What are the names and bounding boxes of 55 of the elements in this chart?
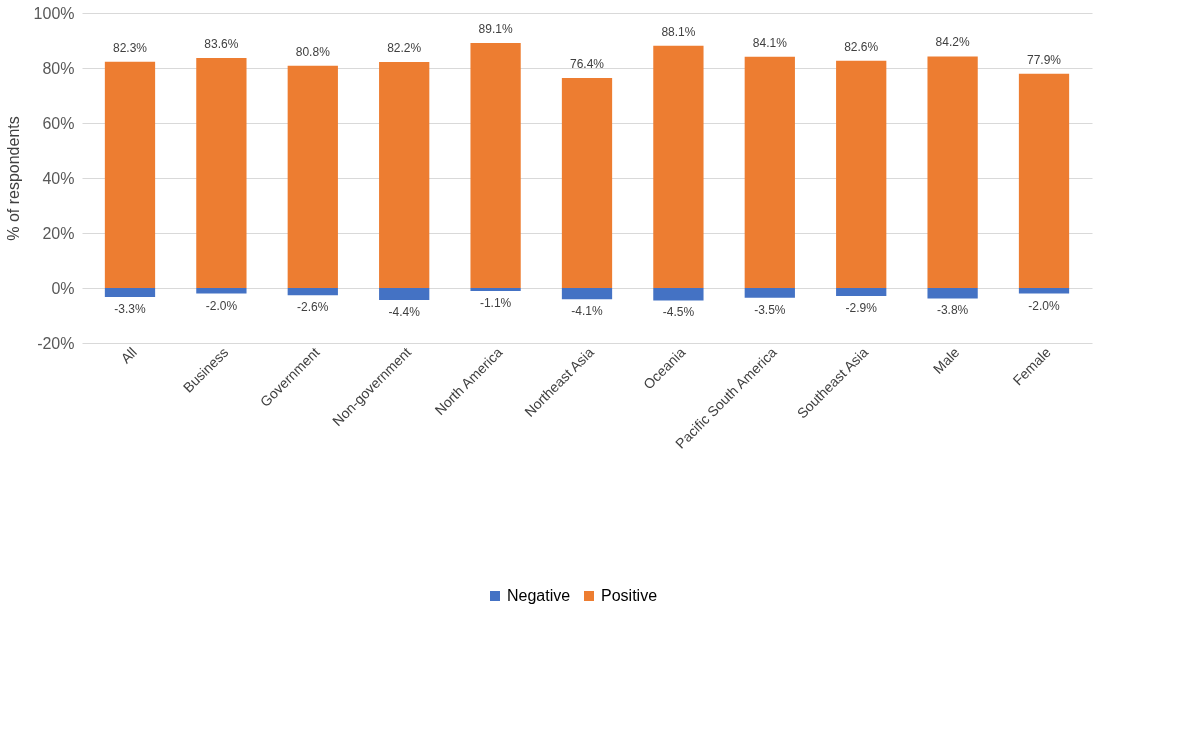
- bar: [836, 60, 887, 288]
- bar: [470, 42, 521, 288]
- bar: [104, 61, 156, 288]
- data-label: -1.1%: [479, 296, 512, 311]
- data-label: -3.8%: [936, 303, 969, 318]
- data-label: -2.6%: [297, 300, 329, 315]
- bar: [744, 288, 795, 298]
- bar: [470, 288, 521, 292]
- legend-label: Negative: [507, 587, 571, 604]
- y-tick-label: -20%: [37, 334, 75, 352]
- bar: [927, 288, 978, 299]
- data-label: 77.9%: [1027, 52, 1062, 67]
- data-label: 76.4%: [569, 56, 605, 71]
- y-tick-label: 0%: [51, 279, 75, 297]
- data-label: 82.3%: [112, 40, 148, 55]
- y-tick-label: 80%: [42, 59, 75, 77]
- data-label: 84.2%: [935, 35, 970, 50]
- y-tick-label: 60%: [42, 114, 75, 132]
- bar: [379, 61, 430, 288]
- data-label: -4.5%: [662, 305, 695, 320]
- bar: [653, 288, 704, 301]
- data-label: 88.1%: [661, 24, 696, 39]
- bar: [1018, 73, 1070, 288]
- bar: [196, 288, 247, 294]
- bar: [927, 56, 978, 288]
- bar: [196, 58, 247, 288]
- y-axis-title: % of respondents: [4, 116, 22, 241]
- data-label: -2.0%: [205, 298, 238, 313]
- data-label: 89.1%: [478, 21, 513, 36]
- bar: [561, 288, 613, 300]
- bar: [287, 288, 338, 296]
- x-tick-label: All: [117, 344, 140, 367]
- bar: [744, 56, 795, 288]
- bar: [1018, 288, 1070, 294]
- bar: [104, 288, 156, 298]
- data-label: 83.6%: [204, 37, 239, 52]
- y-tick-label: 100%: [33, 4, 75, 22]
- data-label: 82.6%: [844, 39, 879, 54]
- data-label: -4.4%: [388, 305, 421, 320]
- data-label: -2.0%: [1028, 298, 1061, 313]
- data-label: 82.2%: [387, 40, 422, 55]
- y-tick-label: 20%: [42, 224, 75, 242]
- data-label: -4.1%: [571, 304, 603, 319]
- data-label: -2.9%: [845, 300, 878, 315]
- data-label: -3.3%: [114, 302, 146, 317]
- data-label: -3.5%: [754, 302, 786, 317]
- bar: [836, 288, 887, 296]
- legend-label: Positive: [601, 587, 658, 604]
- bar: [287, 65, 338, 288]
- bar: [561, 77, 613, 288]
- bar: [653, 45, 704, 288]
- data-label: 84.1%: [752, 35, 788, 50]
- y-tick-label: 40%: [42, 169, 75, 187]
- bar: [379, 288, 430, 301]
- data-label: 80.8%: [295, 44, 331, 59]
